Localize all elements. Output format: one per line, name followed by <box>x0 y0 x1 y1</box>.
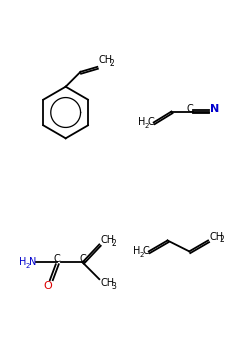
Text: 2: 2 <box>26 263 30 269</box>
Text: H: H <box>138 117 145 127</box>
Text: 2: 2 <box>109 59 114 68</box>
Text: C: C <box>143 246 150 257</box>
Text: N: N <box>29 257 36 267</box>
Text: H: H <box>133 246 140 257</box>
Text: 2: 2 <box>144 123 149 129</box>
Text: C: C <box>54 254 60 264</box>
Text: H: H <box>19 257 26 267</box>
Text: C: C <box>148 117 154 127</box>
Text: 2: 2 <box>220 235 225 244</box>
Text: CH: CH <box>209 231 223 242</box>
Text: N: N <box>210 104 219 113</box>
Text: C: C <box>79 254 86 264</box>
Text: 2: 2 <box>139 252 144 258</box>
Text: CH: CH <box>100 236 114 245</box>
Text: 2: 2 <box>111 239 116 248</box>
Text: O: O <box>44 281 52 291</box>
Text: CH: CH <box>98 55 112 65</box>
Text: 3: 3 <box>111 282 116 290</box>
Text: C: C <box>187 104 194 113</box>
Text: CH: CH <box>100 278 114 288</box>
